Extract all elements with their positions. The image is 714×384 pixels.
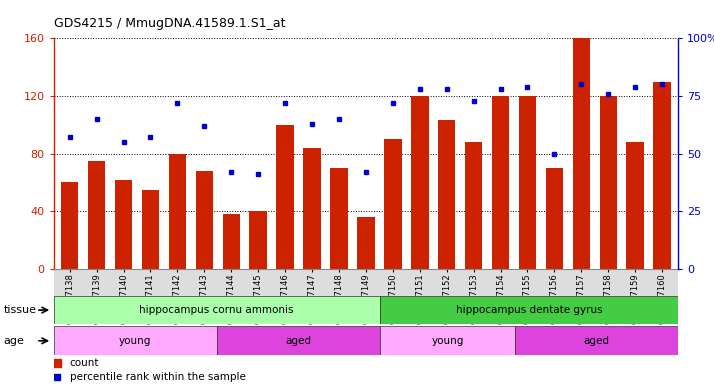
- Bar: [516, 326, 678, 355]
- Bar: [142, 190, 159, 269]
- Bar: [54, 326, 216, 355]
- Bar: [653, 82, 671, 269]
- Text: aged: aged: [285, 336, 311, 346]
- Bar: [465, 142, 483, 269]
- Bar: [169, 154, 186, 269]
- Bar: [519, 96, 536, 269]
- Bar: [223, 214, 240, 269]
- Bar: [573, 38, 590, 269]
- Bar: [303, 148, 321, 269]
- Text: hippocampus cornu ammonis: hippocampus cornu ammonis: [139, 305, 293, 315]
- Bar: [384, 139, 401, 269]
- Bar: [600, 96, 617, 269]
- Text: aged: aged: [584, 336, 610, 346]
- Text: age: age: [4, 336, 24, 346]
- Bar: [88, 161, 106, 269]
- Text: hippocampus dentate gyrus: hippocampus dentate gyrus: [456, 305, 602, 315]
- Text: percentile rank within the sample: percentile rank within the sample: [69, 372, 246, 382]
- Text: count: count: [69, 358, 99, 368]
- Bar: [545, 168, 563, 269]
- Text: young: young: [431, 336, 463, 346]
- Bar: [196, 171, 213, 269]
- Bar: [249, 211, 267, 269]
- Bar: [380, 326, 516, 355]
- Bar: [626, 142, 644, 269]
- Text: GDS4215 / MmugDNA.41589.1.S1_at: GDS4215 / MmugDNA.41589.1.S1_at: [54, 17, 285, 30]
- Bar: [380, 296, 678, 324]
- Text: tissue: tissue: [4, 305, 36, 315]
- Bar: [61, 182, 79, 269]
- Bar: [411, 96, 428, 269]
- Text: young: young: [119, 336, 151, 346]
- Bar: [357, 217, 375, 269]
- Bar: [276, 125, 294, 269]
- Bar: [54, 296, 380, 324]
- Bar: [331, 168, 348, 269]
- Bar: [216, 326, 380, 355]
- Bar: [492, 96, 509, 269]
- Bar: [438, 121, 456, 269]
- Bar: [115, 180, 132, 269]
